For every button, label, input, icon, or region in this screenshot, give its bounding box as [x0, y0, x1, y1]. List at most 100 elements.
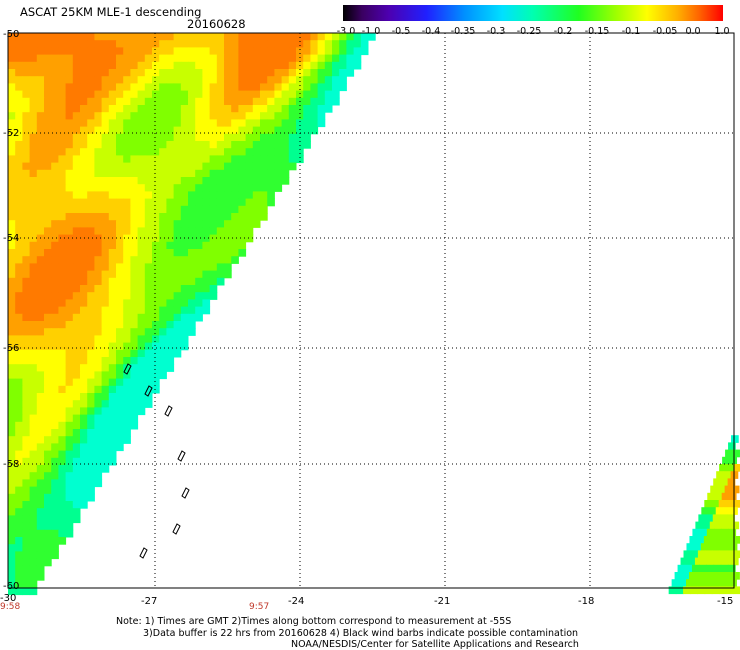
swath-cell [332, 90, 340, 99]
swath-cell [137, 40, 146, 48]
swath-cell [94, 155, 103, 164]
swath-cell [65, 177, 74, 185]
swath-cell [123, 393, 131, 401]
swath-cell [224, 213, 232, 221]
swath-cell [260, 47, 268, 56]
swath-cell [180, 277, 189, 286]
swath-cell [727, 478, 736, 487]
swath-cell [708, 543, 716, 551]
swath-cell [58, 162, 67, 171]
swath-cell [123, 285, 131, 293]
swath-cell [44, 76, 52, 84]
swath-cell [8, 234, 16, 243]
swath-cell [87, 241, 95, 250]
swath-cell [72, 198, 81, 207]
swath-cell [15, 213, 23, 221]
swath-cell [173, 33, 182, 41]
swath-cell [296, 90, 304, 99]
swath-cell [245, 112, 254, 120]
swath-cell [260, 119, 268, 128]
swath-cell [65, 364, 74, 372]
swath-cell [15, 119, 23, 128]
swath-cell [209, 148, 218, 156]
swath-cell [101, 256, 110, 264]
swath-cell [130, 90, 139, 99]
swath-cell [238, 191, 247, 200]
swath-cell [188, 321, 196, 329]
swath-cell [36, 169, 45, 178]
swath-cell [173, 306, 182, 315]
swath-cell [144, 162, 153, 171]
swath-cell [72, 371, 81, 380]
swath-cell [101, 162, 110, 171]
wind-barb [172, 523, 181, 535]
swath-cell [725, 536, 734, 544]
swath-cell [8, 126, 16, 135]
swath-cell [108, 249, 117, 257]
swath-cell [159, 97, 167, 106]
swath-cell [22, 249, 31, 257]
swath-cell [8, 306, 16, 315]
swath-cell [22, 184, 31, 192]
swath-cell [80, 436, 88, 444]
swath-cell [15, 465, 23, 473]
swath-cell [80, 155, 88, 164]
swath-cell [58, 256, 67, 264]
swath-cell [166, 177, 175, 185]
lat-label: -56 [3, 343, 19, 354]
swath-cell [216, 69, 225, 77]
swath-cell [72, 249, 81, 257]
swath-cell [36, 443, 45, 452]
swath-cell [152, 126, 160, 135]
swath-cell [116, 162, 124, 171]
swath-cell [87, 429, 95, 437]
swath-cell [123, 357, 131, 365]
swath-cell [137, 90, 146, 99]
swath-cell [252, 177, 261, 185]
swath-cell [296, 83, 304, 92]
swath-cell [696, 536, 705, 544]
swath-cell [8, 83, 16, 92]
swath-cell [72, 443, 81, 452]
swath-cell [44, 515, 52, 524]
swath-cell [101, 177, 110, 185]
swath-cell [29, 249, 38, 257]
swath-cell [72, 227, 81, 236]
swath-cell [245, 162, 254, 171]
swath-cell [252, 40, 261, 48]
swath-cell [101, 421, 110, 430]
swath-cell [94, 443, 103, 452]
wind-barb [164, 405, 173, 417]
swath-cell [288, 155, 297, 164]
swath-cell [123, 198, 131, 207]
swath-cell [101, 54, 110, 63]
swath-cell [72, 342, 81, 351]
swath-cell [108, 270, 117, 279]
swath-cell [58, 436, 67, 444]
swath-cell [58, 400, 67, 408]
swath-cell [80, 184, 88, 192]
swath-cell [252, 83, 261, 92]
swath-cell [188, 112, 196, 120]
swath-cell [180, 33, 189, 41]
swath-cell [58, 105, 67, 113]
swath-cell [137, 119, 146, 128]
swath-cell [65, 486, 74, 495]
swath-cell [72, 493, 81, 502]
swath-cell [281, 126, 290, 135]
swath-cell [137, 169, 146, 178]
swath-cell [195, 292, 203, 300]
swath-cell [137, 364, 146, 372]
swath-cell [725, 500, 734, 508]
swath-cell [274, 119, 283, 128]
swath-cell [51, 515, 59, 524]
swath-cell [58, 421, 67, 430]
swath-cell [108, 321, 117, 329]
swath-cell [180, 321, 189, 329]
swath-cell [689, 572, 697, 580]
swath-cell [80, 479, 88, 488]
swath-cell [152, 112, 160, 120]
swath-cell [80, 227, 88, 236]
swath-cell [137, 148, 146, 156]
swath-cell [101, 400, 110, 408]
